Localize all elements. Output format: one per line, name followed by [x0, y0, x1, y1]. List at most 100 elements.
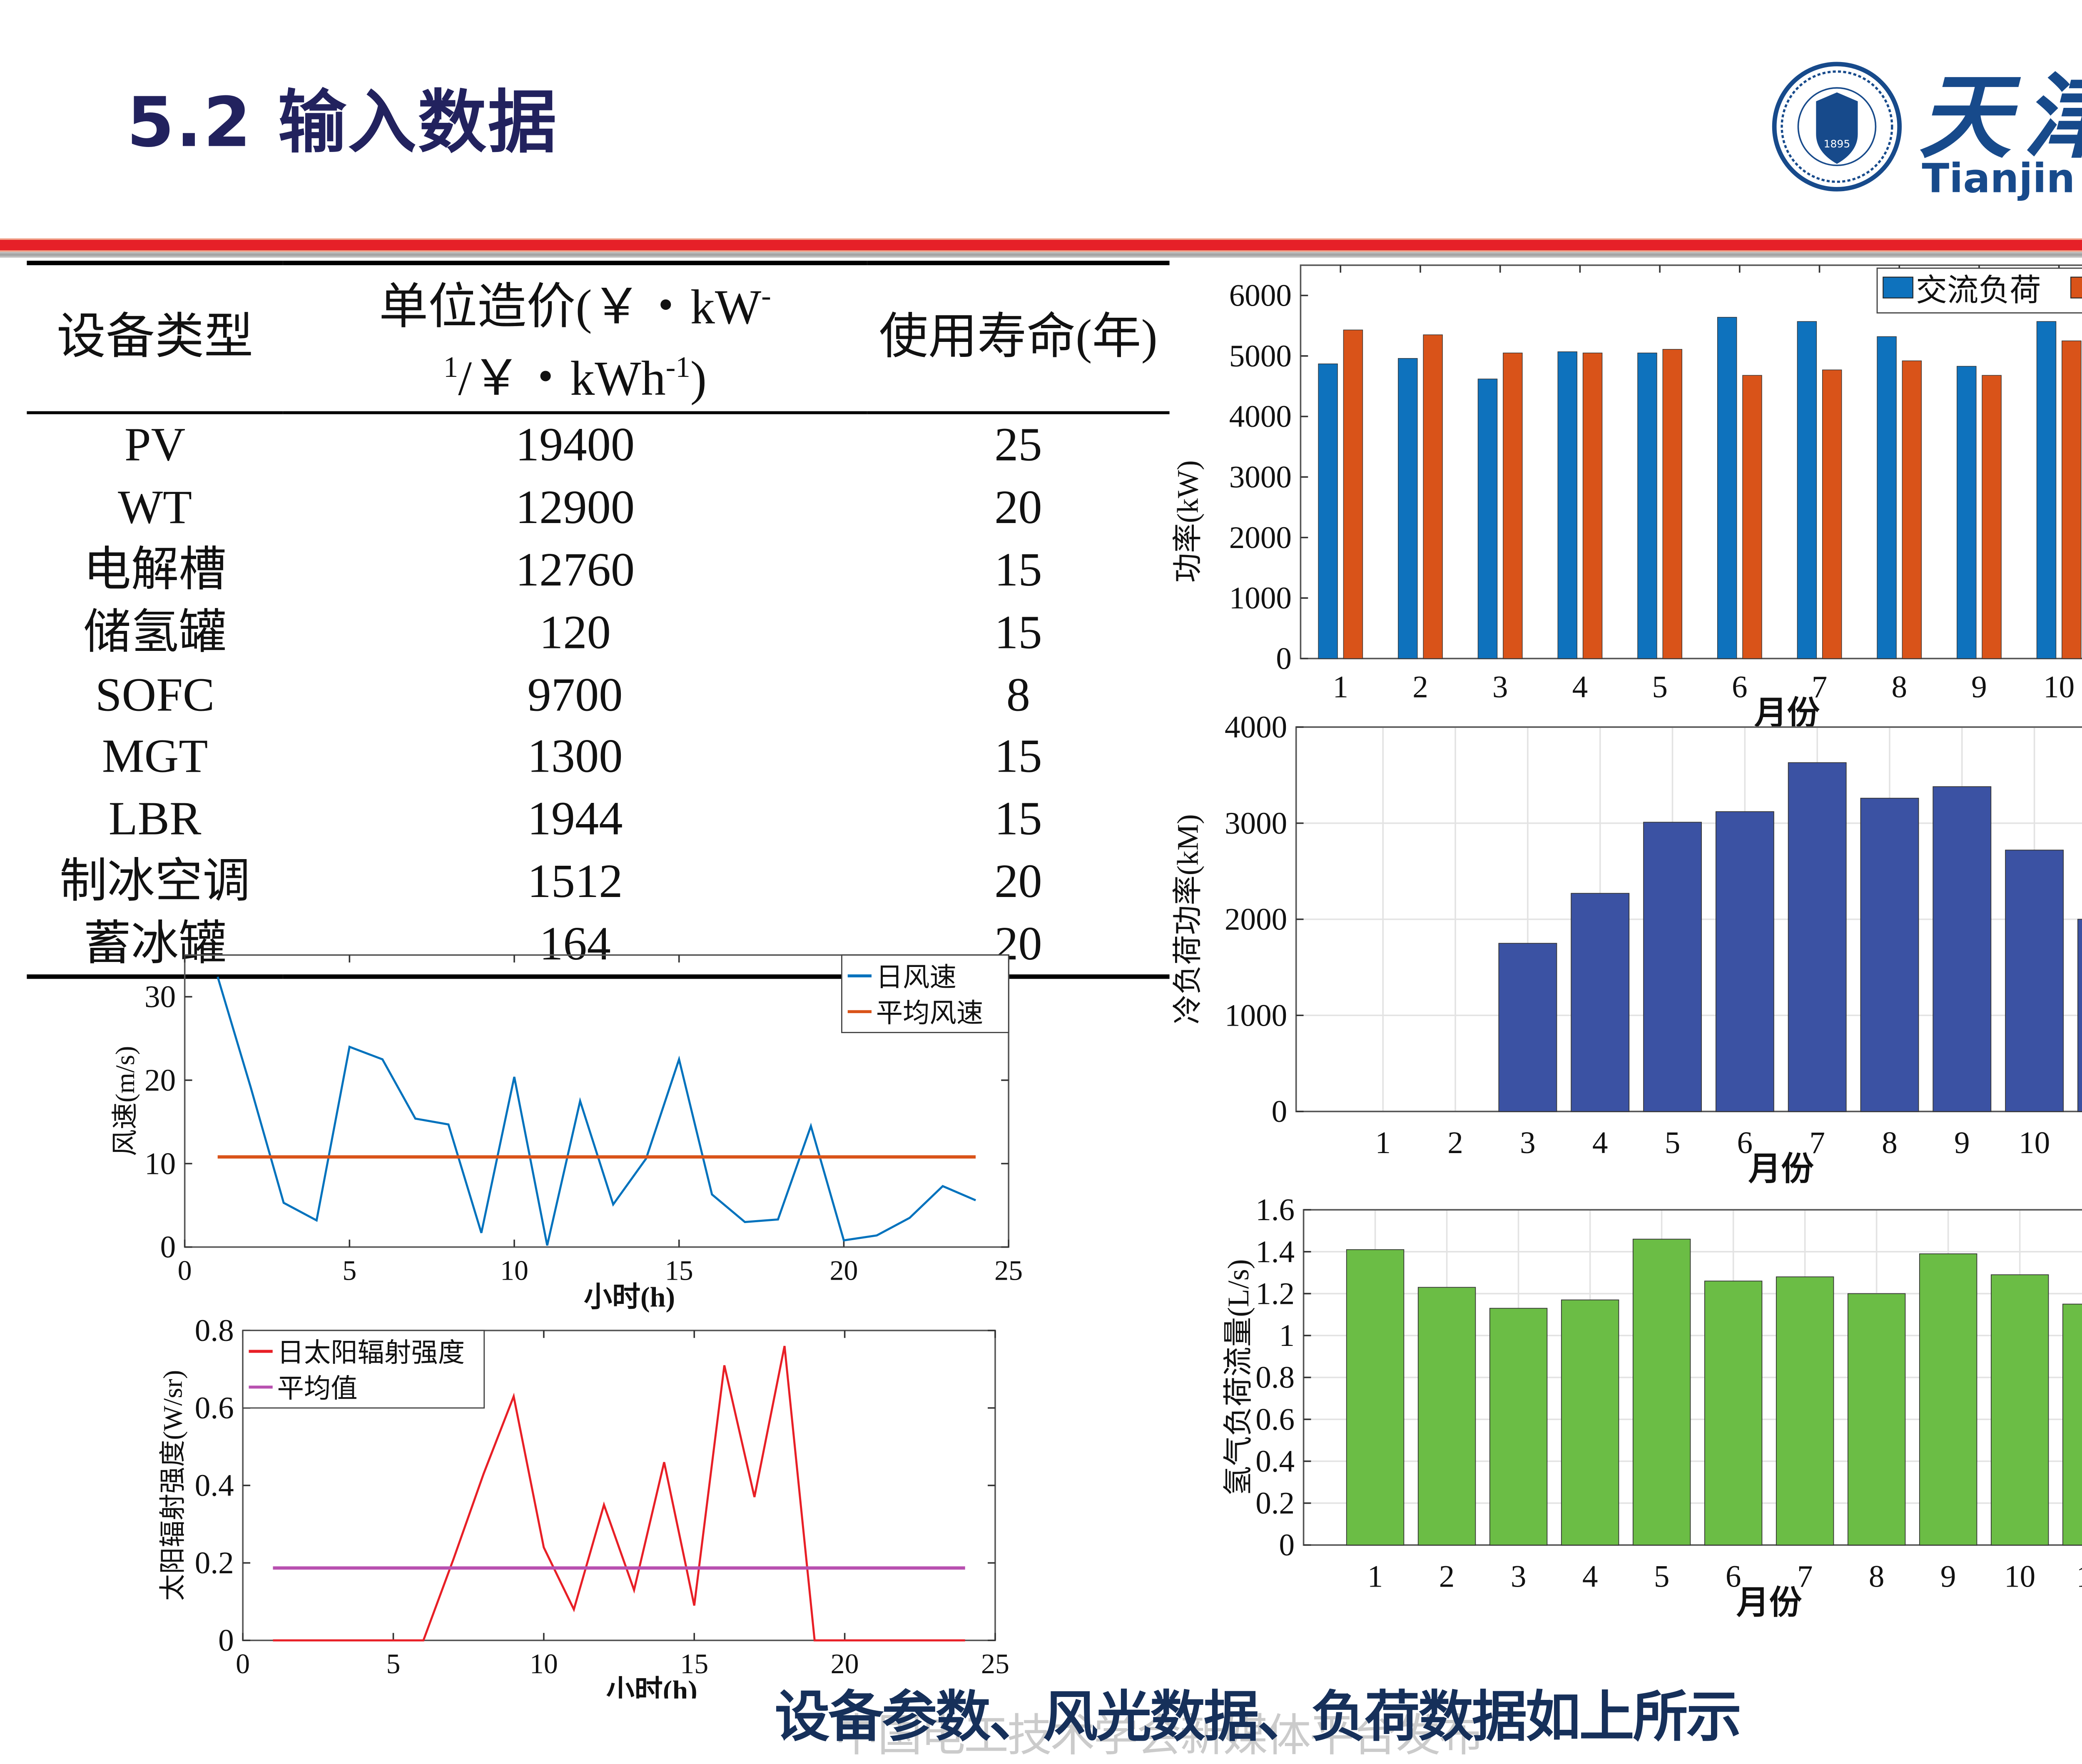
y-tick-label: 6000 — [1229, 279, 1292, 313]
y-tick-label: 0 — [218, 1623, 234, 1658]
cell-life: 20 — [994, 853, 1042, 907]
cooling-load-bar — [1788, 762, 1847, 1112]
hydrogen-load-bar — [1489, 1308, 1548, 1546]
university-logo: 1895 — [1770, 60, 1904, 194]
plot-area — [1300, 264, 2082, 660]
x-tick-label: 8 — [1891, 670, 1907, 704]
x-tick-label: 2 — [1447, 1126, 1463, 1160]
y-tick-label: 20 — [144, 1063, 176, 1098]
x-tick-label: 25 — [994, 1254, 1023, 1286]
dc-load-bar — [1662, 349, 1682, 659]
x-tick-label: 5 — [1654, 1559, 1670, 1594]
x-tick-label: 5 — [342, 1254, 356, 1286]
ac-load-bar — [1717, 317, 1737, 659]
slide-title: 5.2 输入数据 — [127, 82, 558, 162]
hydrogen-load-bar — [1919, 1253, 1977, 1546]
x-tick-label: 15 — [680, 1648, 708, 1679]
x-tick-label: 2 — [1412, 670, 1428, 704]
x-tick-label: 4 — [1572, 670, 1588, 704]
plot-area — [184, 954, 1009, 1248]
dc-load-bar — [1423, 334, 1443, 659]
x-tick-label: 10 — [2004, 1559, 2035, 1594]
header-divider-red — [0, 238, 2082, 252]
ac-load-bar — [1957, 366, 1977, 659]
y-axis-label: 太阳辐射强度(W/sr) — [158, 1370, 187, 1601]
x-tick-label: 3 — [1520, 1126, 1536, 1160]
cell-life: 20 — [994, 480, 1042, 534]
cell-life: 15 — [994, 729, 1042, 783]
y-tick-label: 10 — [144, 1146, 176, 1181]
cooling-load-bar — [1571, 893, 1630, 1112]
legend-swatch-dc — [2070, 277, 2082, 299]
hydrogen-load-bar — [1776, 1276, 1834, 1546]
table-row: LBR 1944 15 — [27, 788, 1169, 850]
cell-type: 蓄冰罐 — [83, 916, 227, 970]
cell-type: PV — [124, 418, 186, 471]
solar-irradiance-chart: 0 0.2 0.4 0.6 0.8 0 5 10 15 20 25 小时(h) 太阳辐射强度(W/sr)… — [158, 1313, 1009, 1699]
ac-load-bar — [1477, 379, 1498, 659]
x-tick-label: 3 — [1492, 670, 1508, 704]
daily-series-line — [217, 976, 976, 1246]
cell-life: 15 — [994, 542, 1042, 596]
y-tick-label: 0.8 — [195, 1313, 234, 1348]
dc-load-bar — [1742, 375, 1762, 659]
cell-life: 8 — [1006, 667, 1031, 721]
cell-type: 电解槽 — [83, 542, 227, 596]
hydrogen-load-bar — [1346, 1249, 1405, 1546]
table-row: 储氢罐 120 15 — [27, 601, 1169, 663]
cooling-load-bar — [1860, 797, 1919, 1112]
x-tick-label: 8 — [1869, 1559, 1885, 1594]
y-axis-label: 氢气负荷流量(L/s) — [1222, 1259, 1255, 1495]
x-tick-label: 10 — [2043, 670, 2075, 704]
header-unit-cost: 单位造价(￥・kW- 1/￥・kWh-1) — [379, 280, 771, 407]
dc-load-bar — [1822, 369, 1842, 659]
x-tick-label: 3 — [1511, 1559, 1527, 1594]
table-row: WT 12900 20 — [27, 476, 1169, 539]
cell-life: 25 — [994, 418, 1042, 471]
table-row: SOFC 9700 8 — [27, 663, 1169, 726]
table-row: 蓄冰罐 164 20 — [27, 912, 1170, 977]
cell-cost: 19400 — [515, 418, 635, 471]
x-tick-label: 7 — [1809, 1126, 1825, 1160]
x-tick-label: 10 — [530, 1648, 558, 1679]
x-tick-label: 9 — [1971, 670, 1987, 704]
y-tick-label: 1.6 — [1255, 1193, 1295, 1227]
x-tick-label: 6 — [1732, 670, 1748, 704]
x-tick-label: 0 — [178, 1254, 192, 1286]
y-axis-label: 功率(kW) — [1172, 460, 1205, 583]
y-tick-label: 5000 — [1229, 339, 1292, 374]
cell-type: LBR — [108, 791, 202, 845]
x-tick-label: 4 — [1582, 1559, 1598, 1594]
cooling-load-bar — [2077, 919, 2082, 1112]
x-tick-label: 5 — [1652, 670, 1668, 704]
x-tick-label: 10 — [500, 1254, 528, 1286]
y-tick-label: 0 — [1272, 1094, 1288, 1129]
x-axis-label: 月份 — [1736, 1585, 1802, 1621]
cell-life: 15 — [994, 791, 1042, 845]
y-tick-label: 1.2 — [1255, 1276, 1295, 1311]
legend-label: 平均值 — [277, 1374, 357, 1403]
hydrogen-load-bar — [1561, 1299, 1619, 1546]
cell-type: 储氢罐 — [83, 604, 227, 658]
y-axis-label: 冷负荷功率(kM) — [1172, 814, 1205, 1024]
x-tick-label: 5 — [386, 1648, 401, 1679]
cooling-load-bar — [1715, 811, 1774, 1112]
x-tick-label: 8 — [1882, 1126, 1898, 1160]
legend-label: 日太阳辐射强度 — [277, 1338, 465, 1368]
y-tick-label: 0 — [160, 1230, 176, 1265]
cooling-load-bar — [1933, 786, 1992, 1112]
university-seal-icon: 1895 — [1772, 62, 1902, 192]
cell-life: 15 — [994, 604, 1042, 658]
x-tick-label: 10 — [2019, 1126, 2050, 1160]
legend-label-ac: 交流负荷 — [1916, 274, 2041, 308]
table-row: MGT 1300 15 — [27, 725, 1169, 788]
y-tick-label: 0.8 — [1255, 1360, 1295, 1395]
cell-cost: 120 — [539, 604, 611, 658]
x-tick-label: 5 — [1665, 1126, 1681, 1160]
y-tick-label: 30 — [144, 980, 176, 1014]
header-equipment-type: 设备类型 — [56, 311, 254, 365]
cell-cost: 12760 — [515, 542, 635, 596]
y-axis-label: 风速(m/s) — [110, 1046, 140, 1156]
